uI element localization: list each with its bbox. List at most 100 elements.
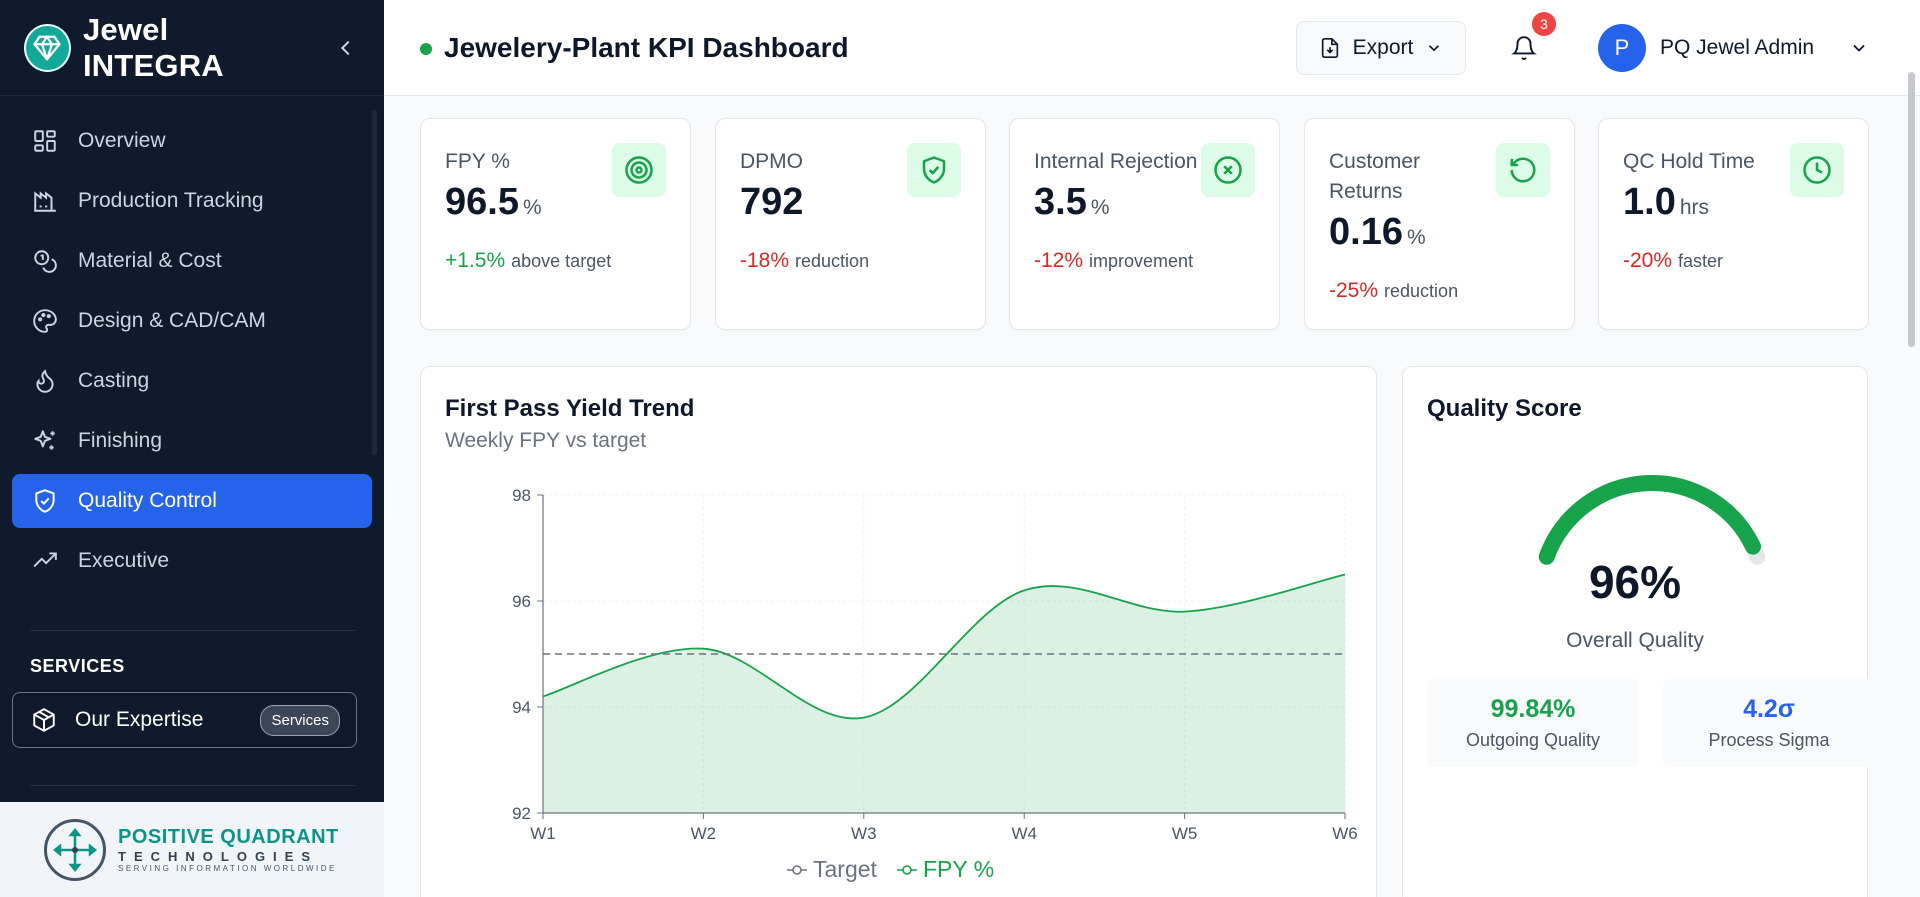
kpi-value: 3.5% bbox=[1034, 181, 1110, 223]
footer-line-1: POSITIVE QUADRANT bbox=[118, 826, 339, 848]
kpi-card-internal-rejection: Internal Rejection 3.5% -12% improvement bbox=[1009, 118, 1280, 330]
kpi-card-qc-hold-time: QC Hold Time 1.0 hrs -20% faster bbox=[1598, 118, 1869, 330]
x-tick-label: W6 bbox=[1332, 824, 1358, 843]
services-pill: Services bbox=[260, 704, 340, 736]
divider bbox=[30, 785, 356, 786]
y-tick-label: 92 bbox=[512, 804, 531, 823]
user-name: PQ Jewel Admin bbox=[1660, 36, 1815, 59]
sidebar-item-finishing[interactable]: Finishing bbox=[12, 414, 372, 468]
file-download-icon bbox=[1319, 37, 1341, 59]
legend-fpy-label: FPY % bbox=[923, 856, 994, 882]
sparkles-icon bbox=[30, 426, 60, 456]
grid-icon bbox=[30, 126, 60, 156]
export-button[interactable]: Export bbox=[1296, 21, 1466, 75]
gauge-fill bbox=[1538, 475, 1762, 565]
x-tick-label: W5 bbox=[1172, 824, 1198, 843]
kpi-card-dpmo: DPMO 792 -18% reduction bbox=[715, 118, 986, 330]
kpi-delta: +1.5% above target bbox=[445, 249, 612, 272]
shield-check-icon bbox=[30, 486, 60, 516]
panel-subtitle: Weekly FPY vs target bbox=[445, 429, 647, 452]
kpi-value: 1.0 hrs bbox=[1623, 181, 1710, 223]
status-dot bbox=[420, 43, 432, 55]
sidebar-item-executive[interactable]: Executive bbox=[12, 534, 372, 588]
y-tick-label: 98 bbox=[512, 486, 531, 505]
quality-score-panel: Quality Score 96% Overall Quality 99.84%… bbox=[1402, 366, 1875, 897]
kpi-label: Customer Returns bbox=[1329, 150, 1421, 203]
bell-icon bbox=[1511, 36, 1537, 60]
legend-fpy-marker bbox=[902, 865, 912, 875]
kpi-delta: -20% faster bbox=[1623, 249, 1724, 272]
sidebar-item-production-tracking[interactable]: Production Tracking bbox=[12, 174, 372, 228]
collapse-sidebar-button[interactable] bbox=[333, 34, 360, 62]
divider bbox=[30, 630, 356, 631]
shield-check-icon bbox=[907, 143, 961, 197]
sidebar-item-label: Material & Cost bbox=[78, 249, 222, 272]
sidebar: Jewel INTEGRA Overview Production Tracki… bbox=[0, 0, 384, 897]
sidebar-item-overview[interactable]: Overview bbox=[12, 114, 372, 168]
stat-value: 4.2σ bbox=[1743, 695, 1795, 723]
kpi-delta: -18% reduction bbox=[740, 249, 870, 272]
gauge-value: 96% bbox=[1588, 556, 1682, 608]
brand-title: Jewel INTEGRA bbox=[82, 11, 224, 83]
kpi-value: 792 bbox=[740, 181, 804, 223]
page-scrollbar[interactable] bbox=[1908, 72, 1915, 347]
kpi-card-customer-returns: Customer Returns 0.16% -25% reduction bbox=[1304, 118, 1575, 330]
panel-title: First Pass Yield Trend bbox=[445, 395, 695, 422]
kpi-label: QC Hold Time bbox=[1623, 150, 1755, 173]
sidebar-item-label: Production Tracking bbox=[78, 189, 264, 212]
palette-icon bbox=[30, 306, 60, 336]
sidebar-item-label: Casting bbox=[78, 369, 150, 392]
kpi-label: FPY % bbox=[445, 150, 510, 173]
legend-target-label: Target bbox=[813, 856, 878, 882]
kpi-label: Internal Rejection bbox=[1034, 150, 1198, 173]
x-circle-icon bbox=[1201, 143, 1255, 197]
outgoing-quality-stat: 99.84% Outgoing Quality bbox=[1427, 679, 1639, 767]
stat-value: 99.84% bbox=[1490, 695, 1576, 723]
user-menu[interactable]: P PQ Jewel Admin bbox=[1598, 22, 1869, 74]
page-title: Jewelery-Plant KPI Dashboard bbox=[444, 32, 849, 63]
x-tick-label: W4 bbox=[1011, 824, 1036, 843]
avatar: P bbox=[1598, 24, 1646, 72]
rotate-ccw-icon bbox=[1496, 143, 1550, 197]
gauge-caption: Overall Quality bbox=[1566, 629, 1704, 652]
sidebar-nav: Overview Production Tracking Material & … bbox=[0, 96, 384, 588]
our-expertise-link[interactable]: Our Expertise Services bbox=[12, 692, 357, 748]
sidebar-item-label: Quality Control bbox=[78, 489, 217, 512]
target-icon bbox=[612, 143, 666, 197]
sidebar-item-design-cad-cam[interactable]: Design & CAD/CAM bbox=[12, 294, 372, 348]
box-icon bbox=[29, 705, 59, 735]
footer-line-3: SERVING INFORMATION WORLDWIDE bbox=[118, 864, 337, 873]
trending-up-icon bbox=[30, 546, 60, 576]
legend-target-marker bbox=[792, 865, 802, 875]
footer-line-2: TECHNOLOGIES bbox=[118, 849, 319, 864]
sidebar-scrollbar[interactable] bbox=[372, 110, 377, 455]
notifications-button[interactable] bbox=[1506, 30, 1542, 66]
sidebar-item-quality-control[interactable]: Quality Control bbox=[12, 474, 372, 528]
y-tick-label: 94 bbox=[512, 698, 531, 717]
stat-label: Process Sigma bbox=[1708, 730, 1830, 750]
flame-icon bbox=[30, 366, 60, 396]
fpy-area bbox=[543, 574, 1345, 813]
sidebar-item-label: Design & CAD/CAM bbox=[78, 309, 266, 332]
fpy-line bbox=[542, 573, 1346, 720]
sidebar-item-casting[interactable]: Casting bbox=[12, 354, 372, 408]
services-heading: SERVICES bbox=[30, 656, 125, 676]
export-label: Export bbox=[1352, 36, 1414, 59]
top-header: Jewelery-Plant KPI Dashboard Export 3 P … bbox=[384, 0, 1920, 96]
sidebar-item-material-cost[interactable]: Material & Cost bbox=[12, 234, 372, 288]
clock-icon bbox=[1790, 143, 1844, 197]
kpi-value: 0.16% bbox=[1329, 211, 1426, 253]
factory-icon bbox=[30, 186, 60, 216]
sidebar-item-label: Finishing bbox=[78, 429, 163, 452]
kpi-delta: -25% reduction bbox=[1329, 279, 1459, 302]
compass-icon bbox=[44, 818, 106, 881]
kpi-delta: -12% improvement bbox=[1034, 249, 1194, 272]
x-tick-label: W3 bbox=[851, 824, 877, 843]
y-tick-label: 96 bbox=[512, 592, 531, 611]
kpi-card-fpy: FPY % 96.5% +1.5% above target bbox=[420, 118, 691, 330]
brand: Jewel INTEGRA bbox=[0, 0, 384, 96]
our-expertise-label: Our Expertise bbox=[75, 708, 204, 731]
diamond-icon bbox=[24, 23, 71, 72]
process-sigma-stat: 4.2σ Process Sigma bbox=[1663, 679, 1875, 767]
sidebar-item-label: Overview bbox=[78, 129, 166, 152]
